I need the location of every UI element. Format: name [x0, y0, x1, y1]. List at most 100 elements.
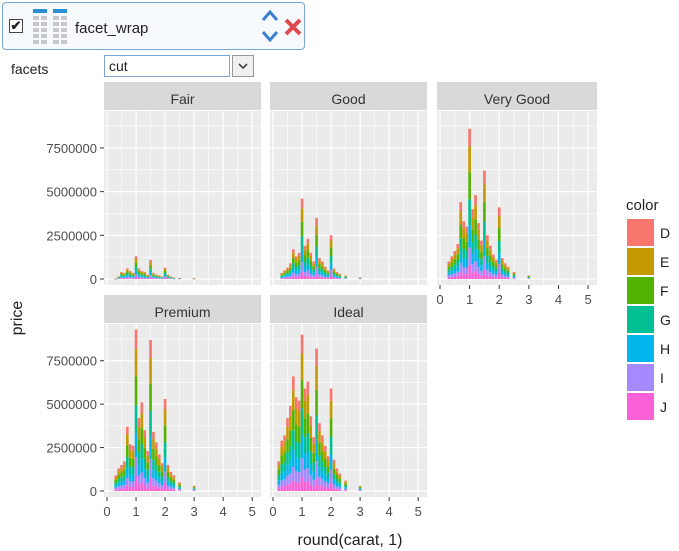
bar-segment	[146, 462, 149, 470]
bar-segment	[329, 469, 333, 482]
bar-segment	[462, 258, 466, 267]
y-tick-label: 7500000	[46, 354, 97, 369]
bar-segment	[294, 408, 298, 425]
bar-segment	[300, 334, 304, 354]
facets-dropdown-button[interactable]	[232, 55, 254, 77]
bar-segment	[468, 265, 471, 279]
bar-segment	[155, 276, 158, 278]
bar-segment	[491, 270, 495, 274]
bar-segment	[289, 405, 292, 417]
bar-segment	[297, 252, 301, 256]
bar-segment	[300, 208, 304, 222]
bar-segment	[503, 273, 507, 276]
y-tick-label: 2500000	[46, 441, 97, 456]
bar-segment	[286, 276, 289, 278]
bar-segment	[477, 258, 480, 268]
bar-segment	[453, 251, 457, 255]
bar-segment	[303, 245, 307, 250]
bar-segment	[506, 277, 510, 279]
bar-segment	[178, 489, 181, 491]
bar-segment	[303, 436, 307, 455]
bar-segment	[123, 475, 126, 481]
bar-segment	[134, 405, 138, 433]
x-tick-label: 1	[298, 504, 305, 519]
bar-segment	[289, 460, 292, 474]
close-icon[interactable]	[283, 16, 303, 38]
bar-segment	[169, 471, 173, 475]
facet-strip	[104, 295, 261, 323]
reorder-arrows-icon[interactable]	[260, 8, 280, 44]
bar-segment	[286, 418, 289, 427]
bar-segment	[155, 442, 158, 449]
legend-swatch	[627, 335, 654, 362]
bar-segment	[300, 221, 304, 237]
bar-segment	[126, 445, 129, 457]
bar-segment	[157, 477, 161, 484]
bar-segment	[312, 277, 315, 279]
bar-segment	[157, 465, 161, 472]
bar-segment	[483, 183, 486, 203]
bar-segment	[326, 277, 330, 279]
bar-segment	[286, 484, 289, 491]
step-enabled-checkbox[interactable]: ✔	[9, 18, 23, 33]
bar-segment	[128, 273, 132, 275]
bar-segment	[335, 274, 339, 276]
bar-segment	[117, 468, 120, 472]
bar-segment	[114, 489, 118, 491]
bar-segment	[152, 439, 155, 450]
bar-segment	[326, 274, 330, 276]
bar-segment	[160, 476, 164, 481]
bar-segment	[321, 261, 324, 264]
bar-segment	[128, 277, 132, 279]
bar-segment	[480, 251, 483, 259]
bar-segment	[157, 277, 161, 278]
bar-segment	[134, 432, 138, 458]
bar-segment	[152, 277, 155, 279]
bar-segment	[344, 490, 347, 491]
bar-segment	[512, 275, 516, 277]
bar-segment	[134, 262, 138, 267]
bar-segment	[335, 276, 339, 278]
bar-segment	[178, 486, 181, 488]
bar-segment	[323, 266, 327, 269]
bar-segment	[192, 488, 196, 490]
bar-segment	[471, 272, 474, 279]
bar-segment	[297, 276, 301, 279]
bar-segment	[280, 440, 284, 447]
bar-segment	[149, 358, 152, 384]
bar-segment	[126, 273, 129, 276]
bar-segment	[471, 209, 474, 218]
bar-segment	[149, 274, 152, 278]
bar-segment	[143, 485, 147, 491]
bar-segment	[277, 480, 281, 485]
bar-segment	[120, 472, 123, 478]
bar-segment	[157, 276, 161, 278]
bar-segment	[289, 267, 292, 271]
bar-segment	[506, 276, 510, 278]
bar-segment	[149, 259, 152, 263]
bar-segment	[338, 273, 342, 275]
facet-panel	[104, 111, 261, 285]
bar-segment	[303, 249, 307, 256]
bar-segment	[126, 275, 129, 277]
bar-segment	[143, 469, 147, 479]
bar-segment	[312, 261, 315, 264]
bar-segment	[114, 479, 118, 483]
facet-strip	[270, 82, 427, 110]
bar-segment	[120, 275, 123, 277]
bar-segment	[344, 277, 347, 279]
bar-segment	[318, 476, 321, 485]
bar-segment	[338, 489, 342, 491]
bar-segment	[512, 278, 516, 279]
bar-segment	[292, 449, 295, 467]
bar-segment	[140, 272, 144, 274]
y-axis-title: price	[9, 301, 26, 336]
facets-select[interactable]: cut	[104, 55, 230, 77]
bar-segment	[312, 452, 315, 463]
bar-segment	[280, 446, 284, 456]
bar-segment	[312, 266, 315, 270]
bar-segment	[321, 275, 324, 278]
bar-segment	[163, 425, 167, 443]
bar-segment	[123, 274, 126, 276]
bar-segment	[143, 430, 147, 438]
